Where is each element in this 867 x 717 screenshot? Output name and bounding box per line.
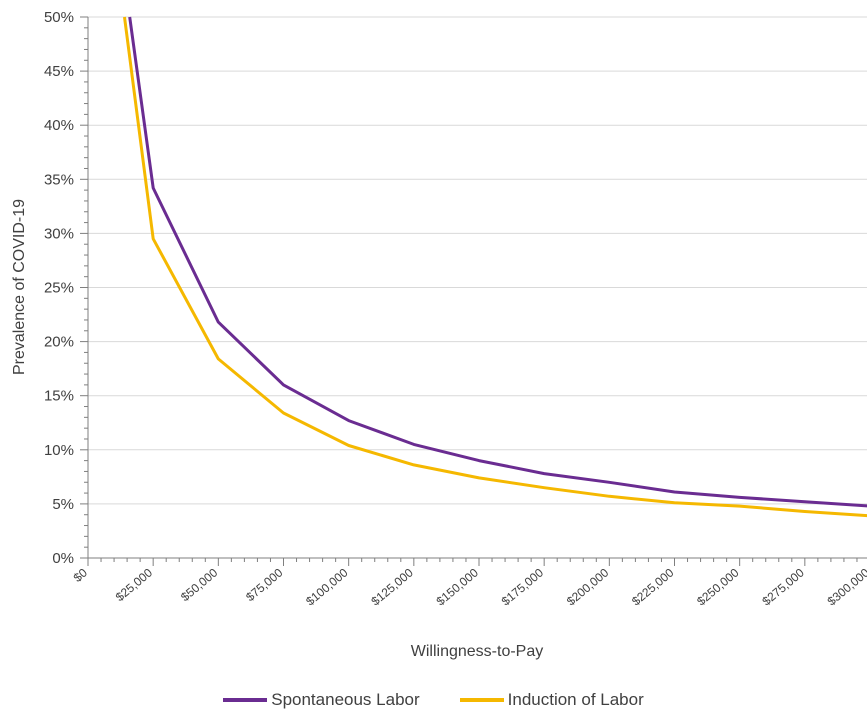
x-tick-label: $100,000	[303, 565, 351, 608]
x-tick-label: $150,000	[434, 565, 482, 608]
y-tick-label: 30%	[44, 225, 74, 242]
x-tick-label: $300,000	[825, 565, 867, 608]
legend-label-induction: Induction of Labor	[507, 690, 644, 709]
legend-label-spontaneous: Spontaneous Labor	[271, 690, 420, 709]
axes	[80, 16, 867, 566]
legend: Spontaneous Labor Induction of Labor	[0, 690, 867, 710]
x-tick-label: $50,000	[178, 565, 220, 604]
x-tick-label: $75,000	[243, 565, 285, 604]
gridlines	[88, 16, 867, 505]
x-tick-label: $175,000	[499, 565, 547, 608]
x-tick-label: $125,000	[368, 565, 416, 608]
x-tick-label: $225,000	[629, 565, 677, 608]
legend-swatch-induction	[459, 698, 504, 702]
legend-item-induction: Induction of Labor	[459, 690, 644, 710]
x-tick-label: $275,000	[759, 565, 807, 608]
x-tick-label: $200,000	[564, 565, 612, 608]
x-axis-title: Willingness-to-Pay	[411, 643, 543, 660]
y-tick-label: 5%	[52, 496, 74, 513]
series-line-spontaneous	[128, 16, 867, 508]
y-tick-label: 50%	[44, 9, 74, 26]
series-lines	[123, 16, 867, 518]
y-axis-title: Prevalence of COVID-19	[11, 199, 28, 375]
series-line-induction	[123, 16, 867, 518]
y-tick-label: 45%	[44, 63, 74, 80]
x-tick-label: $25,000	[113, 565, 155, 604]
legend-swatch-spontaneous	[223, 698, 268, 702]
y-tick-label: 25%	[44, 280, 74, 297]
y-tick-label: 40%	[44, 117, 74, 134]
y-tick-label: 0%	[52, 550, 74, 567]
x-tick-label: $0	[71, 565, 90, 585]
y-tick-label: 20%	[44, 334, 74, 351]
y-tick-label: 35%	[44, 171, 74, 188]
x-tick-label: $250,000	[694, 565, 742, 608]
y-tick-label: 15%	[44, 388, 74, 405]
legend-item-spontaneous: Spontaneous Labor	[223, 690, 420, 710]
y-tick-label: 10%	[44, 442, 74, 459]
tick-labels: 0% 5% 10% 15% 20% 25% 30% 35% 40% 45% 50% $0 $25,000…	[44, 9, 867, 608]
